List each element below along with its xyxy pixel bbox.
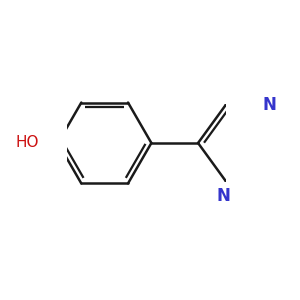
Text: N: N	[263, 96, 277, 114]
Text: N: N	[216, 187, 230, 205]
Text: HO: HO	[16, 136, 39, 151]
